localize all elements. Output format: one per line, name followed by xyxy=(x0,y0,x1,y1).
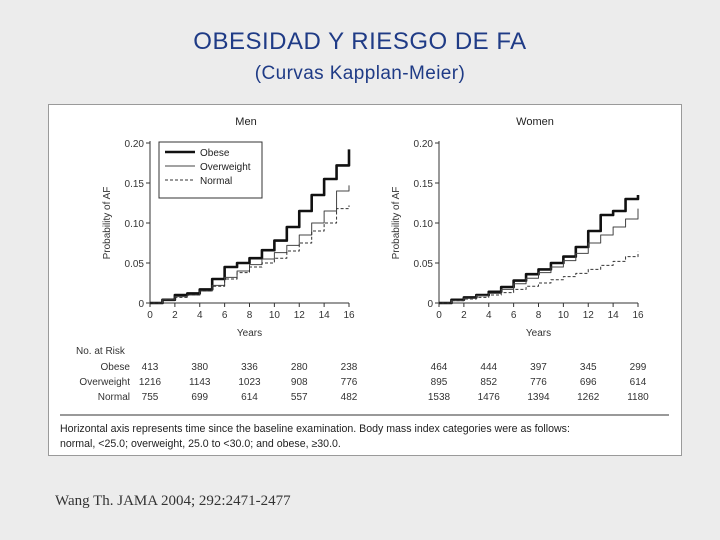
at-risk-header: No. at Risk xyxy=(76,346,126,357)
panel-1-at-risk-value: 299 xyxy=(630,362,647,373)
citation: Wang Th. JAMA 2004; 292:2471-2477 xyxy=(55,493,291,509)
panel-1-x-tick-label: 0 xyxy=(436,310,442,321)
panel-1-at-risk-value: 1476 xyxy=(478,392,501,403)
panel-0-x-tick-label: 16 xyxy=(343,310,355,321)
panel-1-series-normal xyxy=(439,251,639,304)
footnote-line: Horizontal axis represents time since th… xyxy=(60,423,570,435)
panel-0-at-risk-value: 699 xyxy=(191,392,208,403)
panel-1-series-overweight xyxy=(439,208,639,304)
panel-0-at-risk-value: 413 xyxy=(142,362,159,373)
panel-1-x-axis-label: Years xyxy=(526,328,551,339)
panel-0-y-tick-label: 0.20 xyxy=(125,139,145,150)
panel-0-at-risk-value: 280 xyxy=(291,362,308,373)
panel-0-y-tick-label: 0.15 xyxy=(125,179,145,190)
panel-1-at-risk-value: 1180 xyxy=(627,392,649,403)
panel-1-x-tick-label: 14 xyxy=(608,310,620,321)
panel-1-at-risk-value: 776 xyxy=(530,377,547,388)
panel-0-at-risk-value: 1143 xyxy=(189,377,211,388)
legend-label-normal: Normal xyxy=(200,176,232,187)
panel-0-at-risk-value: 1023 xyxy=(238,377,261,388)
panel-1-x-tick-label: 6 xyxy=(511,310,517,321)
legend-label-overweight: Overweight xyxy=(200,162,251,173)
legend-label-obese: Obese xyxy=(200,148,230,159)
panel-0-at-risk-value: 755 xyxy=(142,392,159,403)
panel-0-at-risk-value: 557 xyxy=(291,392,308,403)
panel-1-y-tick-label: 0.15 xyxy=(414,179,434,190)
panel-1-x-tick-label: 10 xyxy=(558,310,570,321)
panel-1-x-tick-label: 2 xyxy=(461,310,467,321)
panel-1-at-risk-value: 444 xyxy=(480,362,497,373)
panel-0-title: Men xyxy=(235,116,256,128)
panel-1-y-tick-label: 0.05 xyxy=(414,259,434,270)
panel-0-x-tick-label: 6 xyxy=(222,310,228,321)
panel-0-at-risk-value: 1216 xyxy=(139,377,162,388)
panel-0-x-tick-label: 12 xyxy=(294,310,306,321)
panel-0-x-axis-label: Years xyxy=(237,328,262,339)
panel-1-y-tick-label: 0.20 xyxy=(414,139,434,150)
panel-1-at-risk-value: 852 xyxy=(480,377,497,388)
panel-0-y-tick-label: 0.05 xyxy=(125,259,145,270)
panel-1-x-tick-label: 8 xyxy=(536,310,542,321)
panel-0-series-overweight xyxy=(150,185,350,304)
panel-1-at-risk-value: 464 xyxy=(431,362,448,373)
panel-1-y-axis-label: Probability of AF xyxy=(391,187,402,260)
at-risk-label-obese: Obese xyxy=(101,362,131,373)
panel-1-at-risk-value: 895 xyxy=(431,377,448,388)
panel-1-x-tick-label: 12 xyxy=(583,310,595,321)
panel-0-y-axis-label: Probability of AF xyxy=(102,187,113,260)
panel-1-y-tick-label: 0.10 xyxy=(414,219,434,230)
slide-title: OBESIDAD Y RIESGO DE FA xyxy=(193,28,527,55)
at-risk-label-normal: Normal xyxy=(98,392,130,403)
panel-0-at-risk-value: 238 xyxy=(341,362,358,373)
panel-0-at-risk-value: 908 xyxy=(291,377,308,388)
panel-1-at-risk-value: 614 xyxy=(630,377,647,388)
legend-box xyxy=(158,141,263,199)
panel-0-at-risk-value: 614 xyxy=(241,392,258,403)
panel-0-y-tick-label: 0 xyxy=(138,299,144,310)
panel-1-x-tick-label: 4 xyxy=(486,310,492,321)
panel-0-at-risk-value: 380 xyxy=(191,362,208,373)
panel-1-title: Women xyxy=(516,116,554,128)
panel-0-at-risk-value: 482 xyxy=(341,392,358,403)
panel-0-series-normal xyxy=(150,205,350,304)
panel-1-at-risk-value: 1262 xyxy=(577,392,600,403)
panel-0-series-obese xyxy=(150,149,351,305)
km-figure: Men 0 0.05 0.10 0.15 0.20 Probability of AF 0 2 4… xyxy=(60,116,669,450)
panel-1-at-risk-value: 397 xyxy=(530,362,547,373)
panel-0-at-risk-value: 776 xyxy=(341,377,358,388)
panel-1-at-risk-value: 345 xyxy=(580,362,597,373)
panel-0-y-tick-label: 0.10 xyxy=(125,219,145,230)
panel-1-at-risk-value: 1538 xyxy=(428,392,451,403)
slide-subtitle: (Curvas Kapplan-Meier) xyxy=(254,63,466,84)
panel-1-series-obese xyxy=(439,195,640,305)
at-risk-label-overweight: Overweight xyxy=(79,377,130,388)
panel-1-x-tick-label: 16 xyxy=(632,310,644,321)
panel-0-x-tick-label: 4 xyxy=(197,310,203,321)
panel-0-x-tick-label: 14 xyxy=(319,310,331,321)
panel-1-at-risk-value: 1394 xyxy=(527,392,550,403)
panel-1-y-tick-label: 0 xyxy=(427,299,433,310)
panel-0-x-tick-label: 0 xyxy=(147,310,153,321)
panel-0-x-tick-label: 2 xyxy=(172,310,178,321)
footnote-line: normal, <25.0; overweight, 25.0 to <30.0… xyxy=(60,438,341,450)
panel-0-x-tick-label: 8 xyxy=(247,310,253,321)
panel-0-at-risk-value: 336 xyxy=(241,362,258,373)
panel-1-at-risk-value: 696 xyxy=(580,377,597,388)
figure-panel: Men 0 0.05 0.10 0.15 0.20 Probability of AF 0 2 4… xyxy=(48,104,682,456)
panel-0-x-tick-label: 10 xyxy=(269,310,281,321)
